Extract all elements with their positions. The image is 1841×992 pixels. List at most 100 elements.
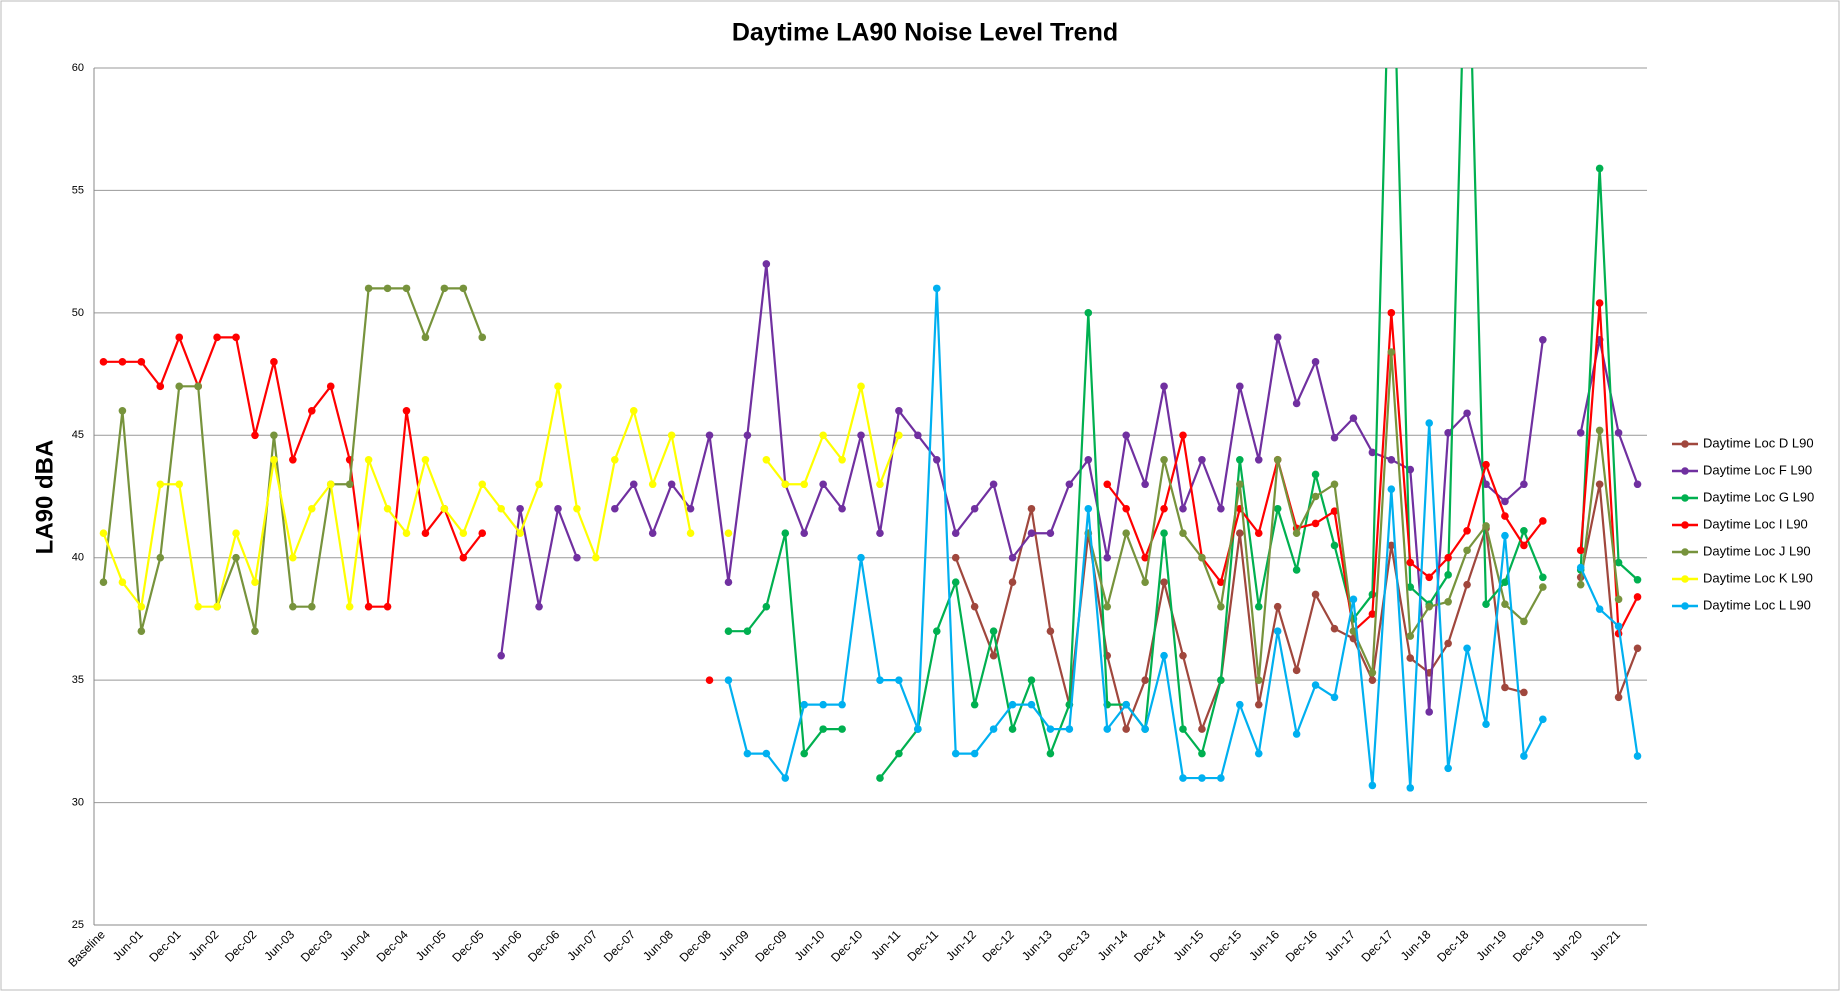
data-point bbox=[137, 602, 146, 611]
data-point bbox=[800, 700, 809, 709]
data-point bbox=[1065, 725, 1074, 733]
data-point bbox=[194, 602, 202, 611]
legend-marker bbox=[1681, 575, 1689, 583]
data-point bbox=[1633, 575, 1642, 584]
data-point bbox=[1330, 480, 1339, 489]
data-point bbox=[1595, 480, 1604, 489]
data-point bbox=[781, 480, 790, 489]
legend-label: Daytime Loc F L90 bbox=[1703, 462, 1812, 477]
data-point bbox=[421, 333, 430, 342]
data-point bbox=[213, 333, 221, 342]
data-point bbox=[838, 455, 846, 464]
data-point bbox=[421, 529, 430, 538]
data-point bbox=[383, 504, 392, 513]
data-point bbox=[781, 529, 790, 538]
data-point bbox=[1501, 578, 1509, 586]
data-point bbox=[1103, 553, 1112, 562]
data-point bbox=[1387, 541, 1396, 550]
data-point bbox=[345, 480, 354, 489]
data-point bbox=[1311, 470, 1320, 479]
data-point bbox=[478, 480, 487, 489]
data-point bbox=[1368, 781, 1377, 790]
data-point bbox=[307, 602, 316, 611]
data-point bbox=[1084, 455, 1093, 464]
data-point bbox=[251, 431, 259, 440]
data-point bbox=[1160, 382, 1168, 391]
data-point bbox=[951, 529, 960, 538]
data-point bbox=[1292, 529, 1301, 538]
legend-label: Daytime Loc G L90 bbox=[1703, 489, 1814, 504]
data-point bbox=[118, 578, 127, 586]
data-point bbox=[1614, 558, 1623, 567]
data-point bbox=[1179, 651, 1187, 660]
y-tick-label: 55 bbox=[72, 184, 84, 196]
data-point bbox=[667, 480, 676, 489]
data-point bbox=[895, 407, 903, 415]
data-point bbox=[1311, 358, 1320, 366]
data-point bbox=[1330, 693, 1339, 702]
data-point bbox=[1444, 764, 1452, 773]
data-point bbox=[1444, 639, 1452, 648]
data-point bbox=[1254, 700, 1263, 709]
data-point bbox=[876, 480, 884, 489]
legend-marker bbox=[1681, 467, 1689, 475]
data-point bbox=[1273, 455, 1282, 464]
series-line bbox=[879, 68, 1544, 779]
data-point bbox=[951, 553, 960, 562]
data-point bbox=[838, 725, 846, 733]
data-point bbox=[800, 529, 809, 538]
data-point bbox=[1576, 429, 1585, 437]
data-point bbox=[1614, 429, 1623, 437]
data-point bbox=[289, 455, 297, 464]
legend-label: Daytime Loc D L90 bbox=[1703, 435, 1814, 450]
data-point bbox=[857, 431, 865, 440]
data-point bbox=[175, 480, 184, 489]
data-point bbox=[1217, 774, 1225, 782]
data-point bbox=[819, 700, 827, 709]
data-point bbox=[1614, 693, 1623, 702]
data-point bbox=[705, 431, 714, 440]
data-point bbox=[1368, 610, 1377, 618]
data-point bbox=[743, 749, 752, 758]
data-point bbox=[156, 480, 165, 489]
data-point bbox=[1595, 605, 1604, 613]
data-point bbox=[1141, 480, 1149, 489]
data-point bbox=[592, 553, 600, 562]
data-point bbox=[876, 676, 884, 684]
series-line bbox=[1106, 312, 1544, 634]
data-point bbox=[1273, 602, 1282, 611]
data-point bbox=[1311, 590, 1320, 599]
data-point bbox=[175, 382, 184, 391]
data-point bbox=[1444, 553, 1452, 562]
data-point bbox=[554, 504, 562, 513]
legend-marker bbox=[1681, 521, 1689, 529]
data-point bbox=[364, 284, 373, 293]
data-point bbox=[1520, 480, 1528, 489]
data-point bbox=[1463, 526, 1471, 535]
data-point bbox=[989, 651, 998, 660]
data-point bbox=[516, 529, 524, 538]
data-point bbox=[686, 529, 695, 538]
data-point bbox=[611, 504, 619, 513]
data-point bbox=[99, 358, 108, 366]
data-point bbox=[137, 358, 146, 366]
data-point bbox=[1103, 602, 1112, 611]
legend-label: Daytime Loc K L90 bbox=[1703, 570, 1813, 585]
data-point bbox=[364, 602, 373, 611]
data-point bbox=[1633, 593, 1642, 601]
y-axis-label: LA90 dBA bbox=[31, 440, 58, 555]
data-point bbox=[1217, 602, 1225, 611]
chart-title: Daytime LA90 Noise Level Trend bbox=[732, 19, 1118, 47]
data-point bbox=[1292, 566, 1301, 574]
data-point bbox=[1539, 573, 1547, 582]
data-point bbox=[118, 407, 127, 415]
data-point bbox=[1406, 784, 1415, 792]
data-point bbox=[478, 529, 487, 538]
y-tick-label: 30 bbox=[72, 796, 84, 808]
data-point bbox=[1595, 164, 1604, 173]
data-point bbox=[1179, 529, 1187, 538]
series-line bbox=[1579, 302, 1639, 638]
data-point bbox=[1046, 725, 1055, 733]
data-point bbox=[611, 455, 619, 464]
